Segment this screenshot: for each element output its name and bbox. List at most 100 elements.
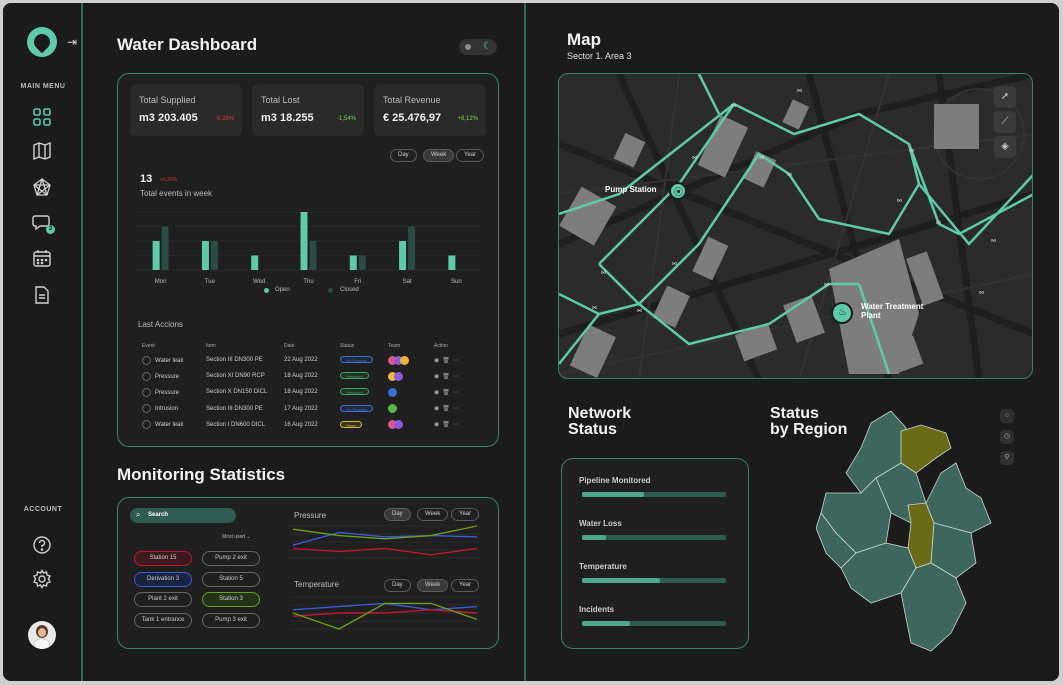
logo[interactable] xyxy=(27,27,57,57)
pressure-year-button[interactable]: Year xyxy=(451,508,480,521)
document-icon[interactable] xyxy=(31,284,53,306)
region-east xyxy=(925,462,992,534)
map-icon[interactable] xyxy=(31,140,53,162)
status-badge: On Process xyxy=(340,356,373,364)
delete-icon[interactable]: 🗑 xyxy=(442,406,450,413)
station-chip[interactable]: Station 3 xyxy=(202,592,260,607)
network-progress-track xyxy=(582,492,726,497)
station-chip[interactable]: Tank 1 entrance xyxy=(134,612,192,628)
sort-dropdown[interactable]: Most used ⌄ xyxy=(222,534,251,540)
network-progress-fill xyxy=(582,492,644,497)
avatar[interactable] xyxy=(28,621,56,649)
pump-station-marker[interactable]: ⦿ xyxy=(669,182,687,200)
event-icon xyxy=(142,355,151,365)
kpi-value: € 25.476,97 xyxy=(383,112,442,124)
pressure-week-button[interactable]: Week xyxy=(417,508,449,521)
sort-label: Most used xyxy=(222,534,246,540)
table-row[interactable]: Pressure Section X DN150 DICL 18 Aug 2022 R… xyxy=(142,384,478,400)
theme-toggle[interactable]: ☾ xyxy=(459,39,497,55)
search-icon[interactable]: ○ xyxy=(1000,409,1014,423)
delete-icon[interactable]: 🗑 xyxy=(442,357,450,364)
layers-icon[interactable]: ◈ xyxy=(994,136,1016,158)
monitoring-card: ⌕ Search Most used ⌄ Station 15 Pump 2 ex… xyxy=(117,497,499,649)
table-row[interactable]: Water leak Section III DN300 PE 22 Aug 202… xyxy=(142,352,478,368)
network-icon[interactable] xyxy=(31,176,53,198)
bar-open-sun[interactable] xyxy=(448,255,456,271)
help-icon[interactable] xyxy=(31,534,53,556)
view-icon[interactable]: ◉ xyxy=(434,406,440,413)
view-icon[interactable]: ◉ xyxy=(434,357,440,364)
more-icon[interactable]: ⋯ xyxy=(452,357,459,364)
chevron-down-icon: ⌄ xyxy=(245,534,251,540)
temperature-day-button[interactable]: Day xyxy=(384,579,411,592)
more-icon[interactable]: ⋯ xyxy=(452,373,459,380)
range-year-button[interactable]: Year xyxy=(456,149,485,162)
settings-icon[interactable] xyxy=(31,568,53,590)
region-map[interactable] xyxy=(816,403,996,655)
view-icon[interactable]: ◉ xyxy=(434,389,440,396)
station-chip[interactable]: Station 15 xyxy=(134,551,192,566)
search-icon: ⌕ xyxy=(136,510,141,519)
bar-closed-fri[interactable] xyxy=(358,255,366,271)
delete-icon[interactable]: 🗑 xyxy=(442,389,450,396)
table-row[interactable]: Pressure Section XI DN90 RCP 18 Aug 2022 Re… xyxy=(142,368,478,384)
grid-icon[interactable] xyxy=(31,106,53,128)
table-row[interactable]: Water leak Section I DN600 DICL 16 Aug 202… xyxy=(142,417,478,433)
team-member-avatar xyxy=(394,420,403,430)
bar-closed-sat[interactable] xyxy=(408,226,416,271)
delete-icon[interactable]: 🗑 xyxy=(442,373,450,380)
bar-open-sat[interactable] xyxy=(399,241,407,270)
status-badge: Open xyxy=(340,420,362,428)
network-item-label: Incidents xyxy=(579,605,615,614)
more-icon[interactable]: ⋯ xyxy=(452,389,459,396)
collapse-sidebar-icon[interactable]: ⇥ xyxy=(67,35,78,49)
more-icon[interactable]: ⋯ xyxy=(452,406,459,413)
kpi-label: Total Revenue xyxy=(383,95,441,105)
station-chip[interactable]: Derivation 3 xyxy=(134,571,192,587)
bar-open-mon[interactable] xyxy=(152,241,160,270)
bar-open-thu[interactable] xyxy=(300,212,308,270)
pressure-label: Pressure xyxy=(294,511,327,520)
date-cell: 22 Aug 2022 xyxy=(284,357,318,364)
delete-icon[interactable]: 🗑 xyxy=(442,422,450,429)
bar-closed-thu[interactable] xyxy=(309,241,317,270)
app-window: ⇥ MAIN MENU 3 ACCOUNT xyxy=(3,3,1059,681)
station-chip[interactable]: Plant 2 exit xyxy=(134,592,192,607)
map-canvas: ⋈ ⋈ ⋈ ⋈ ⋈ ⋈ ⋈ ⋈ ⋈ ⋈ ⋈ ⋈ ⋈ ⋈ ⋈ xyxy=(559,74,1032,378)
bar-open-fri[interactable] xyxy=(349,255,357,271)
bar-closed-tue[interactable] xyxy=(210,241,218,270)
bar-open-tue[interactable] xyxy=(201,241,209,270)
calendar-icon[interactable] xyxy=(31,247,53,269)
map-view[interactable]: ⋈ ⋈ ⋈ ⋈ ⋈ ⋈ ⋈ ⋈ ⋈ ⋈ ⋈ ⋈ ⋈ ⋈ ⋈ ⦿ Pump Station ♨ Wate… xyxy=(558,73,1033,379)
x-tick-label: Sun xyxy=(451,279,462,285)
history-icon[interactable]: ◷ xyxy=(1000,430,1014,444)
svg-text:⋈: ⋈ xyxy=(692,155,697,161)
svg-text:⋈: ⋈ xyxy=(897,198,902,204)
bar-closed-mon[interactable] xyxy=(161,226,169,271)
temperature-year-button[interactable]: Year xyxy=(451,579,480,592)
measure-icon[interactable]: ⟋ xyxy=(994,111,1016,133)
range-day-button[interactable]: Day xyxy=(390,149,417,162)
treatment-plant-marker[interactable]: ♨ xyxy=(831,302,853,324)
pin-icon[interactable]: ⚲ xyxy=(1000,451,1014,465)
view-icon[interactable]: ◉ xyxy=(434,422,440,429)
pressure-day-button[interactable]: Day xyxy=(384,508,411,521)
more-icon[interactable]: ⋯ xyxy=(452,422,459,429)
navigate-icon[interactable]: ➚ xyxy=(994,86,1016,108)
svg-text:⋈: ⋈ xyxy=(672,261,677,267)
team-member-avatar xyxy=(388,355,397,365)
event-icon xyxy=(142,371,151,381)
network-progress-track xyxy=(582,621,726,626)
team-member-avatar xyxy=(388,371,397,381)
bar-open-wed[interactable] xyxy=(251,255,259,271)
view-icon[interactable]: ◉ xyxy=(434,373,440,380)
chat-icon[interactable]: 3 xyxy=(31,211,55,234)
table-row[interactable]: Intrusion Section III DN300 PE 17 Aug 2022… xyxy=(142,401,478,417)
station-chip[interactable]: Pump 3 exit xyxy=(202,612,260,628)
temperature-week-button[interactable]: Week xyxy=(417,579,449,592)
range-week-button[interactable]: Week xyxy=(423,149,455,162)
station-chip[interactable]: Pump 2 exit xyxy=(202,551,260,566)
station-chip[interactable]: Station 5 xyxy=(202,571,260,587)
event-cell: Water leak xyxy=(142,417,206,433)
search-input[interactable]: ⌕ Search xyxy=(130,508,236,523)
